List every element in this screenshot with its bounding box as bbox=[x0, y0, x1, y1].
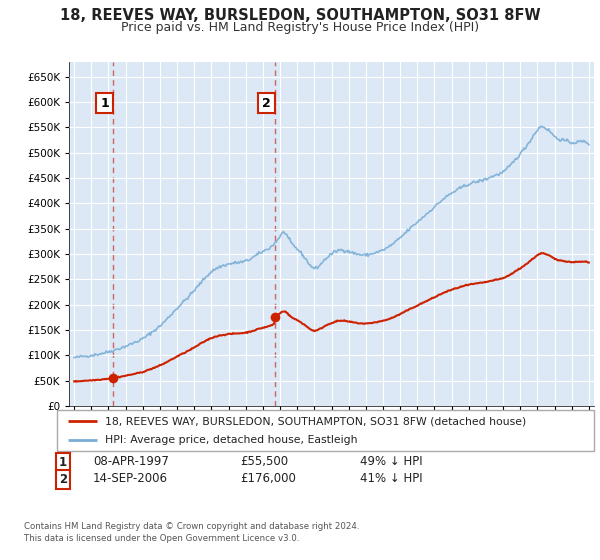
Text: 14-SEP-2006: 14-SEP-2006 bbox=[93, 472, 168, 484]
Text: 18, REEVES WAY, BURSLEDON, SOUTHAMPTON, SO31 8FW: 18, REEVES WAY, BURSLEDON, SOUTHAMPTON, … bbox=[59, 8, 541, 24]
Text: 1: 1 bbox=[59, 456, 67, 469]
Text: 2: 2 bbox=[59, 473, 67, 486]
Text: Contains HM Land Registry data © Crown copyright and database right 2024.
This d: Contains HM Land Registry data © Crown c… bbox=[24, 522, 359, 543]
Text: 08-APR-1997: 08-APR-1997 bbox=[93, 455, 169, 468]
Text: £55,500: £55,500 bbox=[240, 455, 288, 468]
Text: HPI: Average price, detached house, Eastleigh: HPI: Average price, detached house, East… bbox=[106, 435, 358, 445]
Text: 18, REEVES WAY, BURSLEDON, SOUTHAMPTON, SO31 8FW (detached house): 18, REEVES WAY, BURSLEDON, SOUTHAMPTON, … bbox=[106, 417, 527, 426]
FancyBboxPatch shape bbox=[57, 410, 594, 451]
Text: 49% ↓ HPI: 49% ↓ HPI bbox=[360, 455, 422, 468]
Text: £176,000: £176,000 bbox=[240, 472, 296, 484]
Text: Price paid vs. HM Land Registry's House Price Index (HPI): Price paid vs. HM Land Registry's House … bbox=[121, 21, 479, 34]
Text: 41% ↓ HPI: 41% ↓ HPI bbox=[360, 472, 422, 484]
Text: 2: 2 bbox=[262, 97, 271, 110]
Text: 1: 1 bbox=[100, 97, 109, 110]
